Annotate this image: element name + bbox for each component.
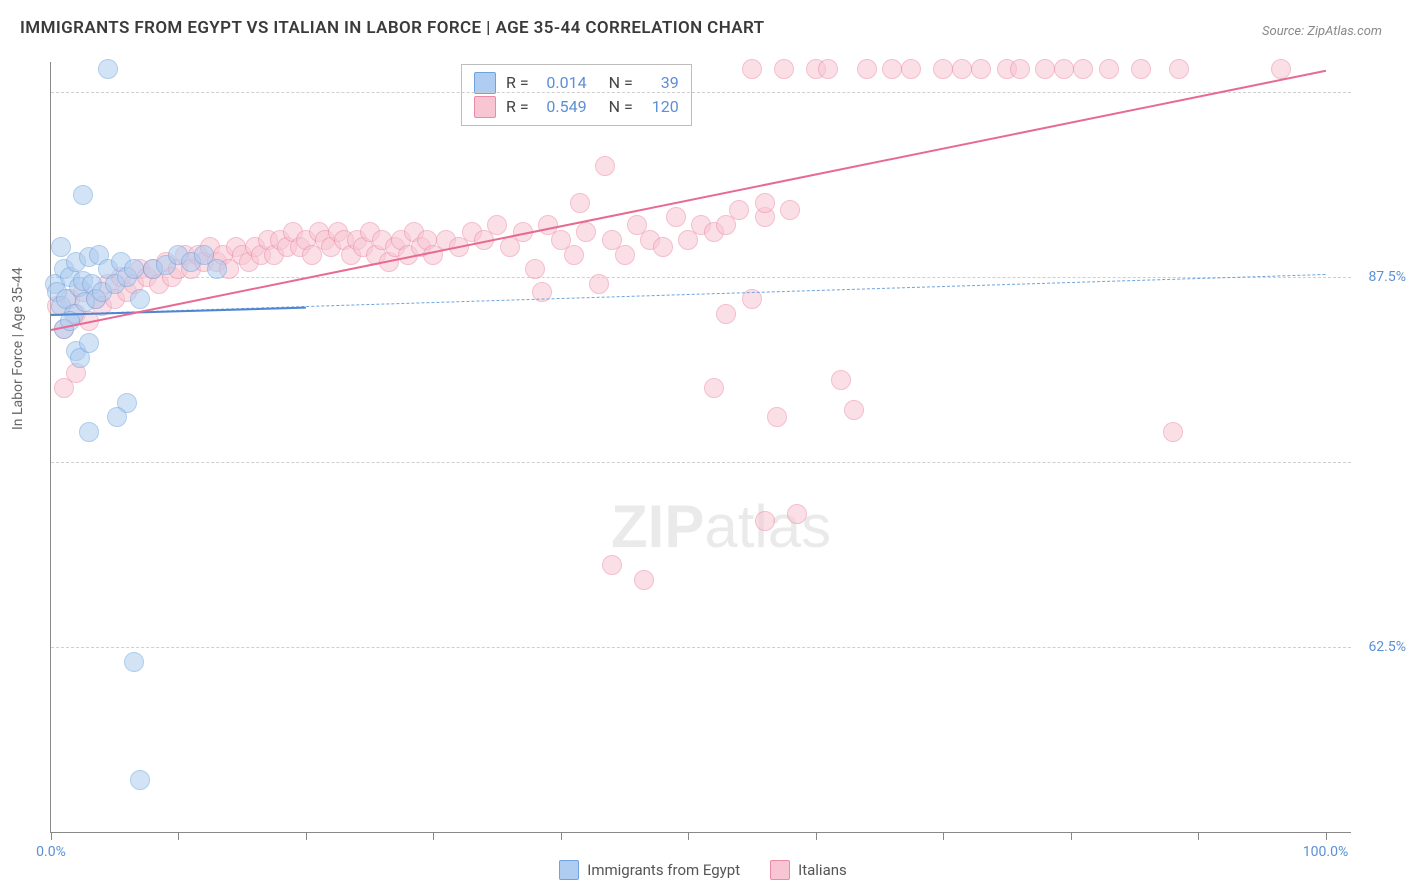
scatter-point <box>1010 59 1030 79</box>
watermark-bold: ZIP <box>611 493 704 560</box>
scatter-point <box>844 400 864 420</box>
scatter-point <box>742 59 762 79</box>
scatter-point <box>79 422 99 442</box>
scatter-point <box>666 207 686 227</box>
x-tick-label: 0.0% <box>36 844 66 860</box>
stats-r-label: R = <box>506 95 529 119</box>
legend-label: Immigrants from Egypt <box>587 861 740 879</box>
legend-item: Italians <box>770 860 847 880</box>
legend-swatch <box>770 860 790 880</box>
scatter-point <box>952 59 972 79</box>
scatter-point <box>595 156 615 176</box>
y-tick-label: 62.5% <box>1356 639 1406 655</box>
scatter-point <box>755 193 775 213</box>
gridline-h <box>51 462 1351 463</box>
scatter-point <box>831 370 851 390</box>
scatter-point <box>576 222 596 242</box>
x-tick <box>688 832 689 840</box>
scatter-point <box>882 59 902 79</box>
x-tick <box>561 832 562 840</box>
x-tick <box>51 832 52 840</box>
chart-container: IMMIGRANTS FROM EGYPT VS ITALIAN IN LABO… <box>0 0 1406 892</box>
x-tick <box>1326 832 1327 840</box>
scatter-point <box>51 237 71 257</box>
legend-swatch <box>559 860 579 880</box>
x-tick <box>306 832 307 840</box>
scatter-point <box>704 378 724 398</box>
scatter-point <box>589 274 609 294</box>
scatter-point <box>780 200 800 220</box>
watermark: ZIPatlas <box>611 492 831 561</box>
x-tick <box>1198 832 1199 840</box>
gridline-h <box>51 92 1351 93</box>
scatter-point <box>933 59 953 79</box>
scatter-point <box>602 555 622 575</box>
scatter-point <box>857 59 877 79</box>
scatter-point <box>767 407 787 427</box>
scatter-point <box>716 304 736 324</box>
scatter-point <box>1054 59 1074 79</box>
gridline-h <box>51 277 1351 278</box>
legend-label: Italians <box>798 861 847 879</box>
scatter-point <box>971 59 991 79</box>
x-tick-label: 100.0% <box>1303 844 1348 860</box>
scatter-point <box>755 511 775 531</box>
stats-row: R = 0.549 N = 120 <box>474 95 679 119</box>
scatter-point <box>653 237 673 257</box>
scatter-point <box>564 245 584 265</box>
legend-footer: Immigrants from Egypt Italians <box>0 860 1406 880</box>
scatter-point <box>1163 422 1183 442</box>
scatter-point <box>1035 59 1055 79</box>
scatter-point <box>901 59 921 79</box>
correlation-stats-box: R =0.014N =39R =0.549N =120 <box>461 64 692 126</box>
y-tick-label: 87.5% <box>1356 269 1406 285</box>
stats-n-label: N = <box>609 95 633 119</box>
scatter-point <box>1099 59 1119 79</box>
y-axis-label: In Labor Force | Age 35-44 <box>10 267 26 430</box>
plot-area: ZIPatlas R =0.014N =39R =0.549N =120 62.… <box>50 62 1351 833</box>
scatter-point <box>124 652 144 672</box>
scatter-point <box>124 259 144 279</box>
scatter-point <box>207 259 227 279</box>
gridline-h <box>51 647 1351 648</box>
scatter-point <box>774 59 794 79</box>
source-attribution: Source: ZipAtlas.com <box>1262 24 1382 39</box>
stats-n-value: 120 <box>643 95 679 119</box>
scatter-point <box>130 289 150 309</box>
scatter-point <box>634 570 654 590</box>
scatter-point <box>729 200 749 220</box>
scatter-point <box>1131 59 1151 79</box>
scatter-point <box>107 407 127 427</box>
scatter-point <box>818 59 838 79</box>
x-tick <box>1071 832 1072 840</box>
scatter-point <box>525 259 545 279</box>
scatter-point <box>1169 59 1189 79</box>
scatter-point <box>79 333 99 353</box>
scatter-point <box>787 504 807 524</box>
scatter-point <box>487 215 507 235</box>
scatter-point <box>98 59 118 79</box>
stats-r-value: 0.549 <box>539 95 587 119</box>
scatter-point <box>130 770 150 790</box>
chart-title: IMMIGRANTS FROM EGYPT VS ITALIAN IN LABO… <box>20 18 765 38</box>
scatter-point <box>615 245 635 265</box>
scatter-point <box>54 378 74 398</box>
stats-swatch <box>474 96 496 118</box>
x-tick <box>943 832 944 840</box>
scatter-point <box>570 193 590 213</box>
legend-item: Immigrants from Egypt <box>559 860 740 880</box>
x-tick <box>178 832 179 840</box>
x-tick <box>433 832 434 840</box>
scatter-point <box>1073 59 1093 79</box>
x-tick <box>816 832 817 840</box>
scatter-point <box>73 185 93 205</box>
